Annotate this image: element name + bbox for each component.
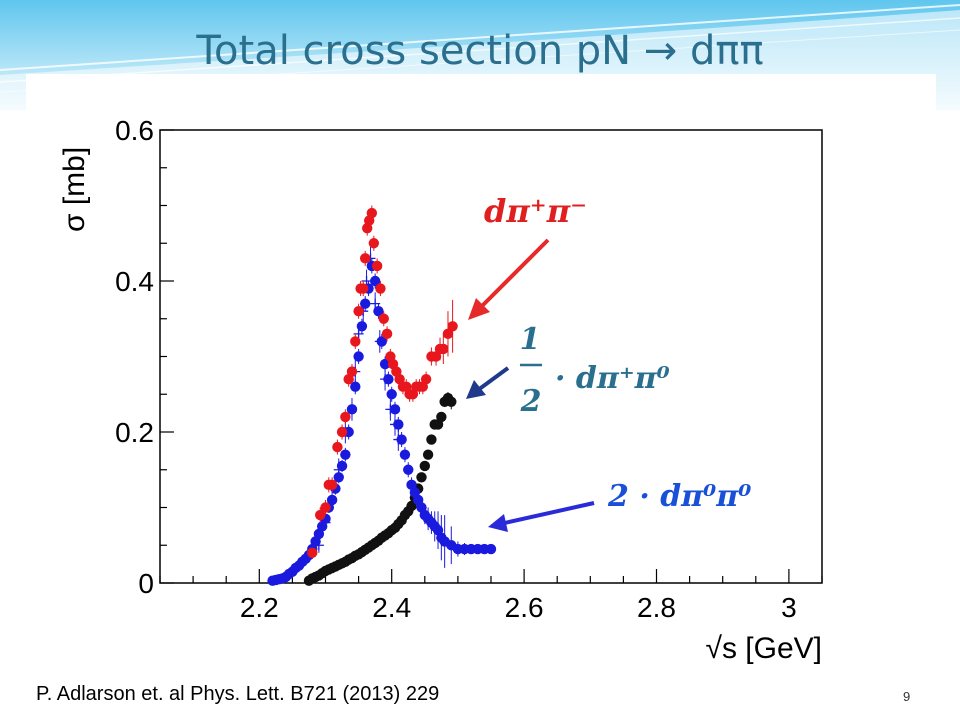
data-point xyxy=(366,207,378,219)
slide-title: Total cross section pN → dππ xyxy=(195,28,763,74)
data-point xyxy=(381,328,393,340)
header-decoration xyxy=(0,0,960,110)
annotations: dπ⁺π⁻ 1 2 · dπ⁺π⁰ 2 · dπ⁰π⁰ xyxy=(466,192,751,532)
data-point xyxy=(350,381,361,392)
data-point xyxy=(419,460,430,472)
y-tick-label: 0.6 xyxy=(115,115,154,146)
x-tick-label: 2.2 xyxy=(240,592,279,623)
data-point xyxy=(447,321,458,332)
data-point xyxy=(353,306,364,317)
data-point xyxy=(403,464,414,475)
data-point xyxy=(386,389,397,400)
data-point xyxy=(315,509,326,521)
x-axis: 2.2 2.4 2.6 2.8 3 xyxy=(159,569,823,623)
y-tick-label: 0.2 xyxy=(115,417,154,448)
series-1 xyxy=(303,391,457,586)
data-point xyxy=(353,351,364,362)
data-point xyxy=(436,411,447,423)
data-point xyxy=(340,449,351,460)
data-point xyxy=(393,419,404,430)
x-tick-label: 2.6 xyxy=(505,592,544,623)
data-point xyxy=(422,449,434,460)
annotation-dpi-plus-zero: · dπ⁺π⁰ xyxy=(555,361,670,396)
data-series xyxy=(267,205,497,586)
data-point xyxy=(442,328,454,340)
blue-arrow-head xyxy=(488,514,508,532)
plot-area: 2.2 2.4 2.6 2.8 3 0 0.2 0.4 0.6 xyxy=(115,115,823,623)
annotation-half-numerator: 1 xyxy=(520,322,541,357)
data-point xyxy=(378,313,389,324)
data-point xyxy=(326,494,338,506)
y-axis: 0 0.2 0.4 0.6 xyxy=(115,115,174,599)
data-point xyxy=(360,298,371,309)
data-point xyxy=(438,343,449,355)
data-point xyxy=(332,441,343,453)
data-point xyxy=(368,238,380,249)
data-point xyxy=(333,472,344,483)
data-point xyxy=(336,426,348,438)
red-arrow xyxy=(476,238,550,312)
data-point xyxy=(376,336,387,347)
data-point xyxy=(346,404,358,415)
x-axis-label: √s [GeV] xyxy=(706,632,823,665)
blue-arrow xyxy=(499,501,595,526)
data-point xyxy=(426,434,437,445)
data-point xyxy=(383,373,394,385)
data-point xyxy=(358,283,369,294)
data-point xyxy=(485,543,497,555)
data-point xyxy=(320,502,331,513)
data-point xyxy=(373,306,384,317)
data-point xyxy=(389,404,401,415)
data-point xyxy=(371,260,383,272)
annotation-dpi-plus-minus: dπ⁺π⁻ xyxy=(484,192,587,230)
data-point xyxy=(356,321,368,332)
data-point xyxy=(340,411,351,423)
data-point xyxy=(379,358,391,370)
data-point xyxy=(396,434,407,445)
data-point xyxy=(420,373,432,385)
data-point xyxy=(350,336,361,347)
x-tick-label: 3 xyxy=(781,592,797,623)
red-arrow-head xyxy=(468,298,490,320)
x-tick-label: 2.4 xyxy=(372,592,411,623)
page-number: 9 xyxy=(903,689,910,704)
x-tick-label: 2.8 xyxy=(637,592,676,623)
annotation-dpi-zero-zero: 2 · dπ⁰π⁰ xyxy=(607,479,751,514)
y-tick-label: 0.4 xyxy=(115,266,154,297)
data-point xyxy=(399,449,411,460)
data-point xyxy=(416,472,427,483)
y-axis-label: σ [mb] xyxy=(58,147,91,232)
data-point xyxy=(360,253,371,264)
data-point xyxy=(446,396,457,407)
navy-arrow-head xyxy=(466,380,486,399)
data-point xyxy=(375,283,386,294)
y-tick-label: 0 xyxy=(138,568,154,599)
series-0 xyxy=(307,205,458,558)
data-point xyxy=(336,460,348,472)
data-point xyxy=(346,366,358,377)
data-point xyxy=(406,500,417,512)
data-point xyxy=(369,275,381,287)
data-point xyxy=(326,479,338,491)
navy-arrow xyxy=(476,366,510,392)
annotation-half-denominator: 2 xyxy=(520,384,542,419)
data-point xyxy=(307,547,318,558)
citation: P. Adlarson et. al Phys. Lett. B721 (201… xyxy=(36,683,439,705)
series-2 xyxy=(267,258,497,586)
